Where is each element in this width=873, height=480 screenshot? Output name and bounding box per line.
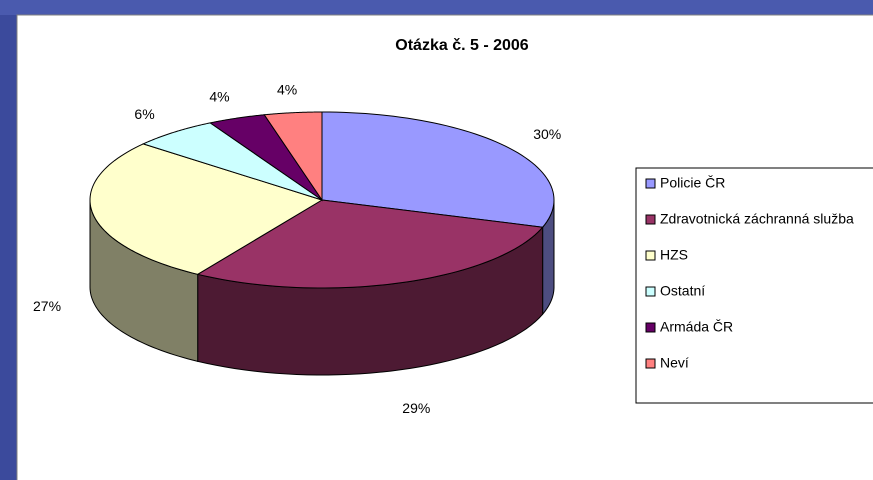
legend-label: Ostatní bbox=[660, 283, 705, 299]
legend-swatch bbox=[645, 178, 656, 189]
slice bbox=[89, 143, 324, 275]
legend-swatch bbox=[645, 286, 656, 297]
legend-label: HZS bbox=[660, 247, 688, 263]
legend-box bbox=[635, 167, 873, 404]
legend-swatch bbox=[645, 358, 656, 369]
slice bbox=[208, 114, 323, 201]
legend-swatch bbox=[645, 250, 656, 261]
data-label: 4% bbox=[277, 82, 297, 98]
legend-label: Neví bbox=[660, 355, 689, 371]
slide-top-band bbox=[0, 0, 873, 15]
legend-label: Armáda ČR bbox=[660, 319, 733, 335]
data-label: 30% bbox=[533, 126, 561, 142]
legend-label: Zdravotnická záchranná služba bbox=[660, 211, 854, 227]
chart-title: Otázka č. 5 - 2006 bbox=[395, 37, 529, 54]
slice bbox=[196, 199, 544, 289]
data-label: 4% bbox=[209, 88, 229, 104]
legend-swatch bbox=[645, 214, 656, 225]
data-label: 29% bbox=[402, 400, 430, 416]
data-label: 6% bbox=[134, 106, 154, 122]
slice bbox=[141, 122, 323, 201]
data-label: 27% bbox=[33, 298, 61, 314]
slice bbox=[263, 111, 323, 202]
slice bbox=[321, 111, 555, 228]
legend-swatch bbox=[645, 322, 656, 333]
legend-label: Policie ČR bbox=[660, 175, 725, 191]
